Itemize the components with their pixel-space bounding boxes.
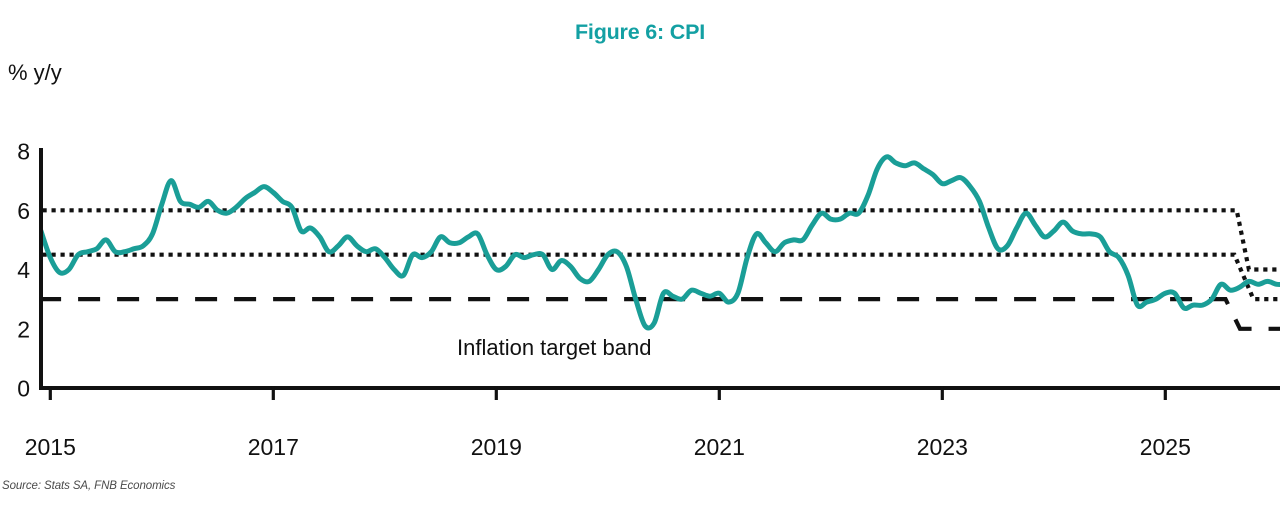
y-tick-label: 8: [17, 139, 30, 165]
inflation-target-lower-line: [39, 297, 1280, 331]
y-tick-label: 4: [17, 257, 30, 283]
y-tick-label: 6: [17, 198, 30, 224]
x-tick-label: 2023: [917, 434, 968, 460]
y-tick-label: 0: [17, 376, 30, 402]
chart-title: Figure 6: CPI: [574, 20, 705, 44]
cpi-series-line: [43, 154, 1280, 331]
x-tick-label: 2015: [25, 434, 76, 460]
x-tick-label: 2017: [248, 434, 299, 460]
axis-tick-labels: 2015 2017 2019 2021 2023 2025 0 2 4 6 8: [17, 139, 1191, 461]
inflation-target-midpoint-line: [42, 252, 1280, 302]
source-note: Source: Stats SA, FNB Economics: [2, 480, 176, 492]
y-axis-unit-label: % y/y: [8, 60, 62, 85]
x-tick-label: 2019: [471, 434, 522, 460]
inflation-target-upper-line: [42, 208, 1280, 272]
x-tick-label: 2021: [694, 434, 745, 460]
axes: [39, 148, 1280, 400]
y-tick-label: 2: [17, 316, 30, 342]
inflation-target-band-label: Inflation target band: [457, 335, 652, 360]
x-tick-label: 2025: [1140, 434, 1191, 460]
